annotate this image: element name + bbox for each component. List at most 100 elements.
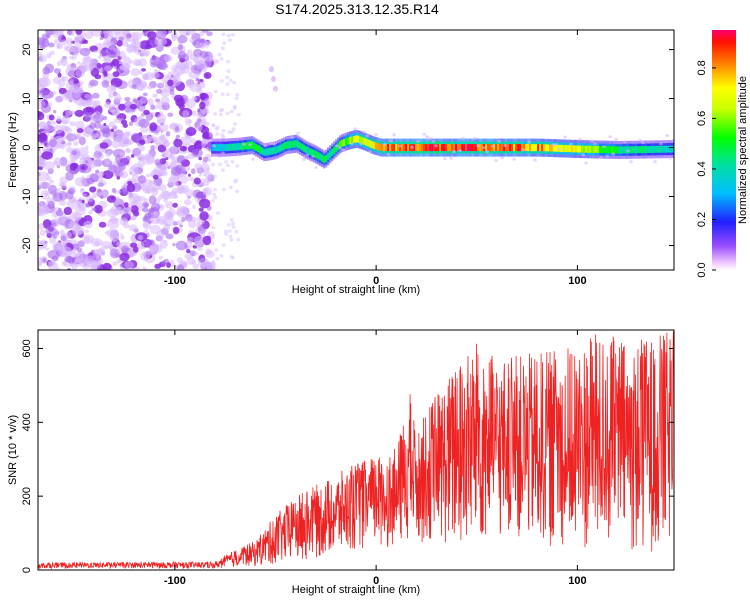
spectrogram-cell: [325, 155, 328, 162]
noise-blob: [122, 83, 127, 88]
noise-blob: [219, 57, 224, 61]
noise-blob: [54, 234, 59, 238]
spectrogram-cell: [413, 144, 416, 152]
spectrogram-cell: [583, 145, 586, 153]
spectrogram-cell: [285, 141, 288, 149]
noise-blob: [103, 57, 111, 64]
noise-blob: [188, 119, 193, 124]
noise-blob: [49, 179, 55, 184]
noise-blob: [148, 207, 156, 213]
noise-blob: [155, 98, 161, 103]
noise-blob: [215, 132, 220, 136]
y-tick-label: 0: [21, 567, 33, 573]
noise-blob: [222, 41, 227, 45]
noise-blob: [150, 186, 159, 197]
spectrogram-cell: [599, 146, 602, 153]
noise-blob: [92, 153, 100, 161]
noise-blob: [133, 246, 139, 253]
noise-blob: [150, 145, 156, 150]
noise-blob: [128, 206, 132, 211]
spectrogram-cell: [423, 144, 426, 152]
noise-blob: [111, 140, 121, 149]
noise-blob: [176, 220, 183, 226]
spectrogram-cell: [379, 143, 382, 151]
spectrogram-noise-layer: [38, 30, 278, 270]
noise-blob: [167, 79, 174, 87]
noise-blob: [188, 69, 201, 79]
noise-blob: [126, 183, 136, 193]
x-tick-label: 100: [568, 275, 586, 287]
noise-blob: [120, 236, 125, 240]
spectrogram-cell: [523, 144, 526, 152]
noise-blob: [172, 202, 178, 208]
noise-blob: [179, 205, 189, 215]
noise-blob: [218, 162, 223, 166]
noise-blob: [120, 119, 128, 125]
noise-blob: [185, 127, 197, 136]
noise-blob: [193, 141, 203, 152]
noise-blob: [38, 223, 45, 230]
noise-blob: [671, 139, 674, 143]
spectrogram-cell: [299, 142, 302, 150]
noise-blob: [159, 83, 164, 88]
noise-blob: [167, 177, 177, 185]
spectrogram-cell: [497, 144, 500, 152]
snr-x-axis-title: Height of straight line (km): [292, 584, 420, 596]
noise-blob: [50, 120, 57, 126]
noise-blob: [39, 229, 46, 236]
noise-blob: [605, 155, 609, 158]
x-tick-label: 100: [568, 575, 586, 587]
noise-blob: [53, 157, 62, 166]
noise-blob: [136, 153, 145, 161]
colorbar-label: Normalized spectral amplitude: [737, 76, 749, 224]
spectrogram-cell: [331, 148, 334, 156]
spectrogram-cell: [507, 144, 510, 152]
noise-blob: [227, 229, 232, 233]
noise-blob: [302, 157, 306, 161]
spectrogram-cell: [277, 145, 280, 153]
spectrogram-cell: [659, 145, 662, 153]
noise-blob: [47, 182, 52, 188]
noise-blob: [231, 127, 236, 131]
noise-blob: [219, 254, 224, 258]
colorbar-tick-label: 0.4: [696, 161, 708, 176]
noise-blob: [83, 112, 93, 121]
noise-blob: [38, 185, 42, 190]
noise-blob: [158, 256, 164, 260]
spectrogram-cell: [653, 145, 656, 153]
spectrogram-cell: [395, 144, 398, 152]
spectrogram-cell: [367, 139, 370, 147]
spectrogram-cell: [463, 144, 466, 152]
spectrogram-y-ticks: 20 10 0 -10 -20: [21, 43, 674, 253]
spectrogram-signal-track: [209, 127, 674, 169]
noise-blob: [186, 81, 192, 88]
noise-blob: [224, 160, 229, 164]
noise-blob: [76, 247, 83, 253]
noise-blob: [109, 234, 120, 242]
noise-blob: [88, 79, 99, 87]
noise-blob: [130, 205, 139, 214]
spectrogram-cell: [459, 144, 462, 152]
noise-blob: [422, 132, 426, 136]
noise-blob: [341, 148, 345, 152]
noise-blob: [214, 248, 219, 252]
spectrogram-cell: [243, 142, 246, 150]
noise-blob: [218, 108, 223, 113]
noise-blob: [227, 130, 232, 134]
noise-blob: [48, 184, 57, 195]
spectrogram-frame: [37, 29, 675, 271]
noise-blob: [38, 234, 41, 239]
noise-blob: [161, 171, 168, 177]
spectrogram-cell: [253, 142, 256, 150]
noise-blob: [225, 92, 230, 97]
noise-blob: [611, 152, 615, 156]
noise-blob: [184, 98, 196, 109]
noise-blob: [144, 198, 148, 203]
noise-blob: [452, 150, 456, 154]
noise-blob: [38, 142, 43, 147]
noise-blob: [99, 36, 104, 41]
snr-y-ticks: 0 200 400 600: [21, 339, 674, 573]
noise-blob: [89, 186, 97, 193]
spectrogram-cell: [273, 147, 276, 154]
spectrogram-cell: [313, 150, 316, 158]
